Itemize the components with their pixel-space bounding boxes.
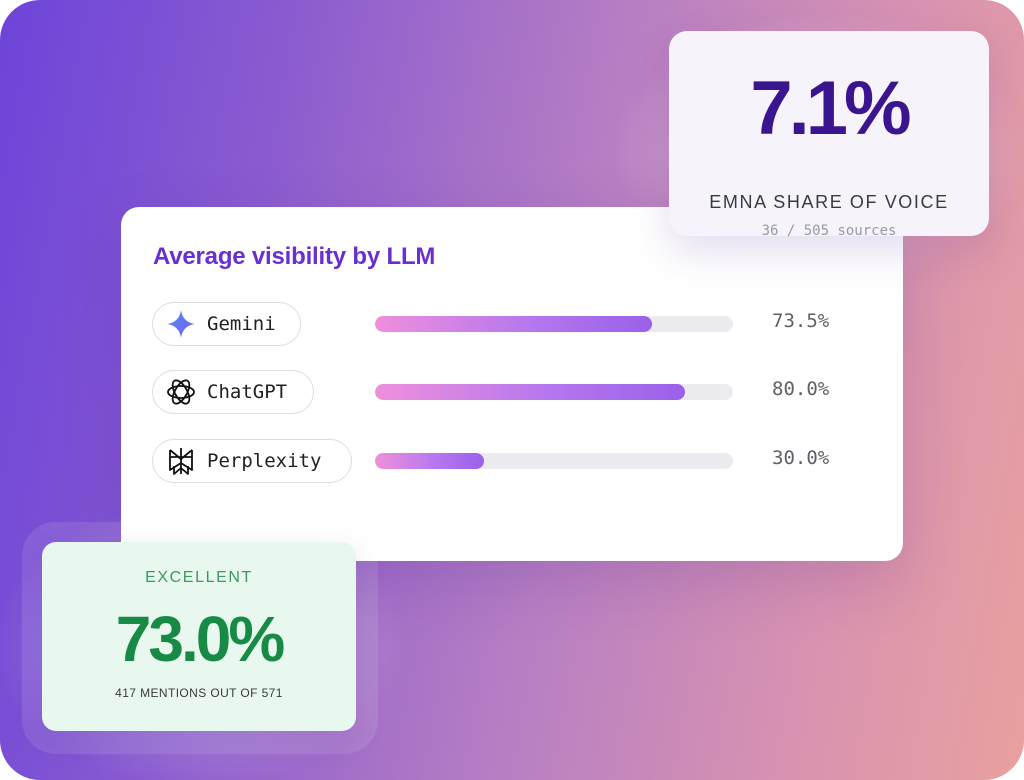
visibility-bar-track bbox=[375, 384, 733, 400]
gemini-icon bbox=[165, 308, 197, 340]
llm-label: Gemini bbox=[207, 313, 276, 335]
llm-row-chatgpt: ChatGPT 80.0% bbox=[152, 370, 872, 418]
visibility-bar-fill bbox=[375, 384, 685, 400]
llm-label: ChatGPT bbox=[207, 381, 288, 403]
mentions-summary: 417 MENTIONS OUT OF 571 bbox=[115, 686, 283, 700]
share-of-voice-value: 7.1% bbox=[750, 66, 911, 151]
excellent-card: EXCELLENT 73.0% 417 MENTIONS OUT OF 571 bbox=[42, 542, 356, 731]
llm-label: Perplexity bbox=[207, 450, 322, 472]
visibility-card: Average visibility by LLM Gemini bbox=[121, 207, 903, 561]
llm-pill-perplexity[interactable]: Perplexity bbox=[152, 439, 352, 483]
share-of-voice-sources: 36 / 505 sources bbox=[761, 223, 897, 239]
visibility-value: 30.0% bbox=[772, 447, 830, 469]
chatgpt-icon bbox=[165, 376, 197, 408]
llm-pill-chatgpt[interactable]: ChatGPT bbox=[152, 370, 314, 414]
visibility-bar-track bbox=[375, 316, 733, 332]
rating-value: 73.0% bbox=[115, 603, 285, 675]
visibility-value: 73.5% bbox=[772, 310, 830, 332]
visibility-bar-fill bbox=[375, 316, 653, 332]
visibility-value: 80.0% bbox=[772, 378, 830, 400]
llm-row-gemini: Gemini 73.5% bbox=[152, 302, 872, 350]
card-title: Average visibility by LLM bbox=[153, 243, 436, 270]
perplexity-icon bbox=[165, 445, 197, 477]
share-of-voice-card: 7.1% EMNA SHARE OF VOICE 36 / 505 source… bbox=[669, 31, 989, 239]
visibility-bar-track bbox=[375, 453, 733, 469]
llm-row-perplexity: Perplexity 30.0% bbox=[152, 439, 872, 487]
share-of-voice-label: EMNA SHARE OF VOICE bbox=[709, 192, 949, 212]
visibility-bar-fill bbox=[375, 453, 485, 469]
rating-label: EXCELLENT bbox=[145, 569, 253, 586]
llm-pill-gemini[interactable]: Gemini bbox=[152, 302, 301, 346]
